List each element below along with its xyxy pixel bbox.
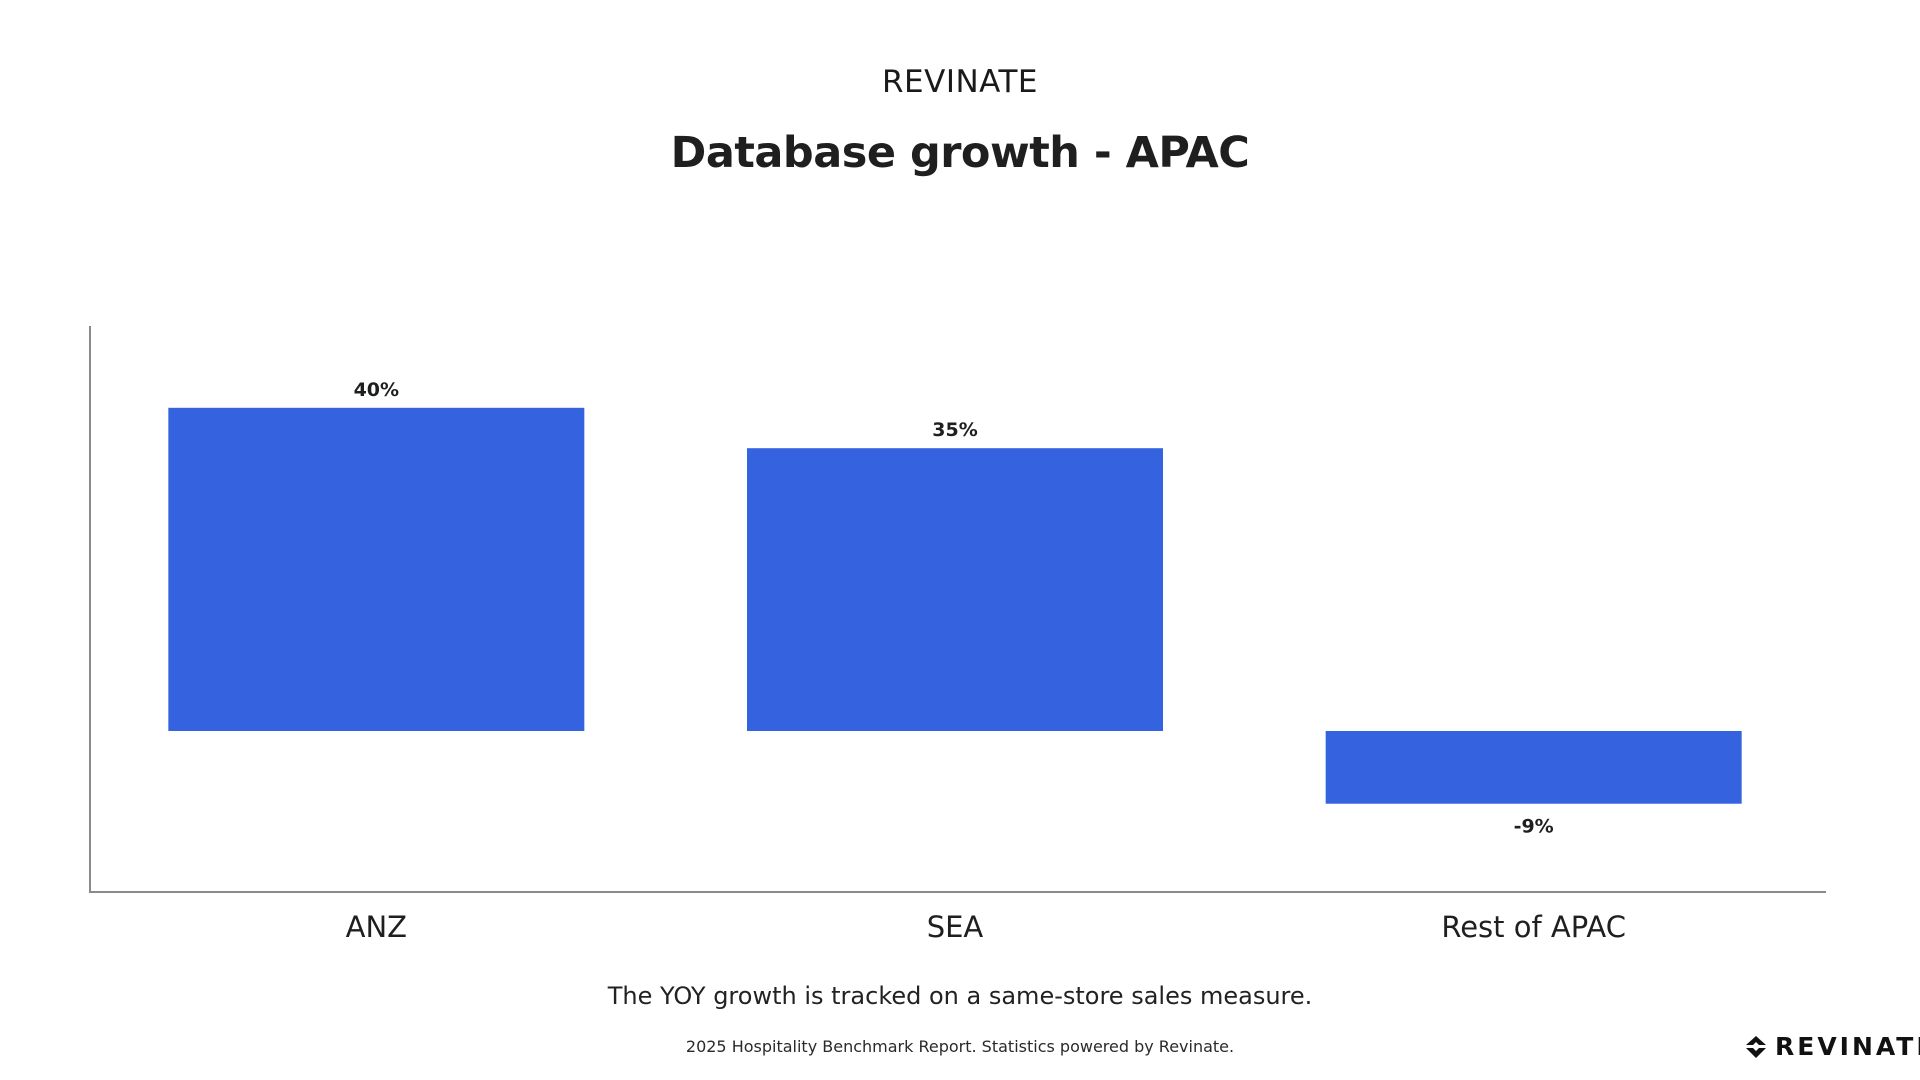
bar-sea <box>747 448 1163 731</box>
revinate-logo: REVINATE <box>1745 1032 1920 1061</box>
footnote: The YOY growth is tracked on a same-stor… <box>607 982 1313 1010</box>
data-label: 40% <box>354 379 399 401</box>
bars-group: 40% ANZ 35% SEA -9% Rest of APAC <box>168 379 1742 944</box>
x-tick-label: Rest of APAC <box>1441 910 1626 944</box>
data-label: -9% <box>1514 816 1554 838</box>
logo-wordmark: REVINATE <box>1775 1032 1920 1061</box>
credit-line: 2025 Hospitality Benchmark Report. Stati… <box>685 1037 1235 1056</box>
chart-title: Database growth - APAC <box>670 128 1250 178</box>
brand-header: REVINATE <box>882 64 1038 100</box>
x-tick-label: ANZ <box>346 910 407 944</box>
x-tick-label: SEA <box>927 910 984 944</box>
data-label: 35% <box>932 419 977 441</box>
bar-chart: 40% ANZ 35% SEA -9% Rest of APAC <box>89 326 1826 944</box>
revinate-logo-icon <box>1746 1035 1766 1058</box>
bar-rest-of-apac <box>1325 731 1742 804</box>
bar-anz <box>168 407 585 731</box>
